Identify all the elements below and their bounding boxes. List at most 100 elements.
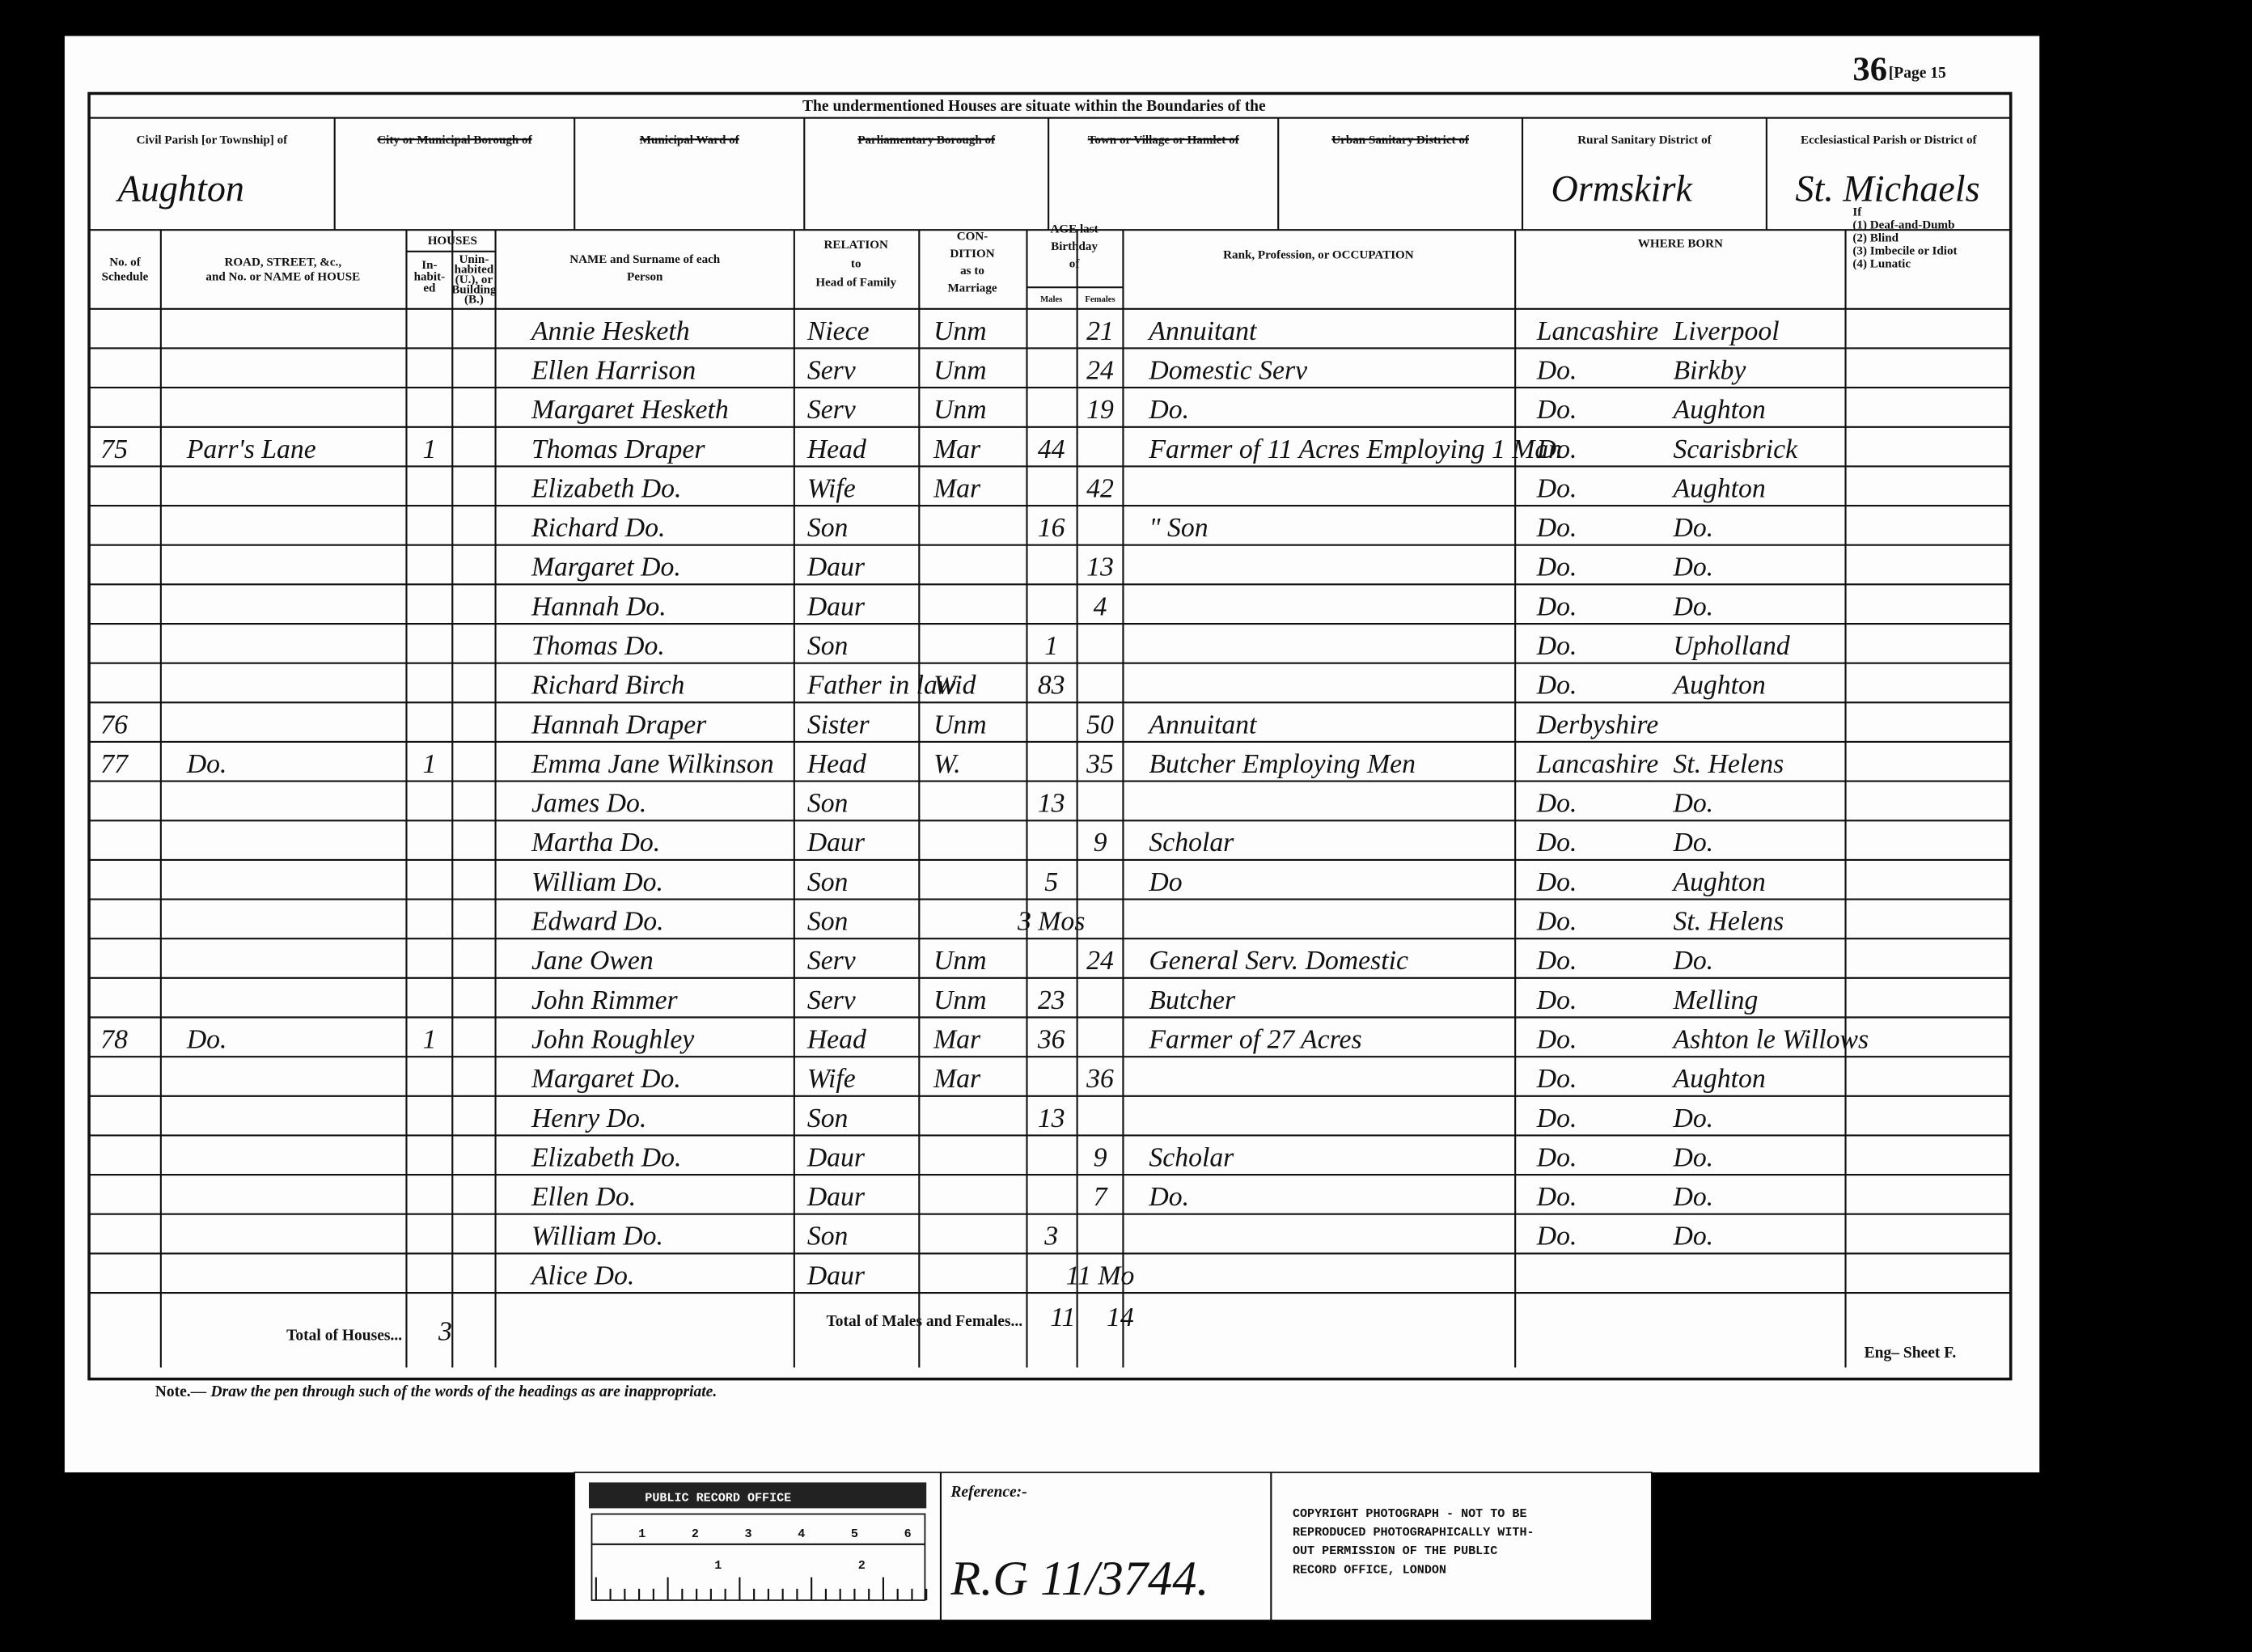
schedule-number: 76 (100, 710, 128, 739)
birth-county: Derbyshire (1536, 710, 1658, 739)
column-heading: Schedule (102, 270, 149, 283)
note: Draw the pen through such of the words o… (210, 1383, 718, 1400)
birth-place: Melling (1672, 985, 1758, 1015)
person-name: Hannah Do. (531, 591, 667, 621)
location-label: Civil Parish [or Township] of (137, 134, 289, 147)
page-number: 36 (1852, 51, 1887, 89)
relation: Son (807, 631, 849, 661)
birth-place: Aughton (1671, 473, 1765, 503)
age-female: 9 (1094, 828, 1107, 858)
birth-county: Do. (1536, 1024, 1577, 1054)
column-heading: ed (423, 282, 436, 295)
column-heading: ROAD, STREET, &c., (224, 256, 341, 269)
birth-place: Do. (1672, 591, 1713, 621)
road: Do. (186, 1024, 227, 1054)
column-heading: habit- (414, 270, 446, 283)
ruler (591, 1513, 926, 1601)
totals-value: 3 (438, 1317, 452, 1347)
relation: Niece (806, 316, 870, 346)
reference: R.G 11/3744. (950, 1552, 1209, 1606)
column-heading: RELATION (824, 239, 888, 252)
occupation: Scholar (1149, 1142, 1234, 1172)
relation: Daur (806, 1142, 866, 1172)
sheet (64, 36, 2040, 1472)
relation: Serv (807, 946, 856, 976)
condition: Mar (933, 473, 981, 503)
location-value: Aughton (116, 168, 244, 210)
condition: Mar (933, 1024, 981, 1054)
condition: Unm (933, 710, 987, 739)
age-male: 44 (1038, 434, 1065, 464)
ruler-number: 6 (904, 1527, 912, 1541)
location-label: Town or Village or Hamlet of (1088, 134, 1240, 147)
schedule-number: 78 (100, 1024, 128, 1054)
birth-place: Liverpool (1672, 316, 1779, 346)
column-heading: Females (1085, 295, 1115, 304)
location-label: Ecclesiastical Parish or District of (1801, 134, 1977, 147)
birth-place: Do. (1672, 789, 1713, 819)
occupation: Domestic Serv (1148, 355, 1307, 385)
birth-place: Do. (1672, 1182, 1713, 1212)
title: The undermentioned Houses are situate wi… (802, 98, 1266, 115)
column-heading: (2) Blind (1852, 231, 1899, 244)
occupation: Butcher Employing Men (1149, 749, 1416, 779)
condition: W. (933, 749, 960, 779)
relation: Wife (807, 473, 856, 503)
birth-place: Do. (1672, 1103, 1713, 1133)
copyright: RECORD OFFICE, LONDON (1293, 1562, 1446, 1577)
age-female: 4 (1094, 591, 1107, 621)
birth-county: Do. (1536, 631, 1577, 661)
condition: Mar (933, 1064, 981, 1094)
birth-place: Do. (1672, 946, 1713, 976)
ruler-number: 2 (692, 1527, 699, 1541)
ruler-number: 5 (851, 1527, 858, 1541)
relation: Wife (807, 1064, 856, 1094)
ruler-number: 1 (638, 1527, 646, 1541)
person-name: Margaret Do. (531, 1064, 681, 1094)
occupation: Do. (1148, 395, 1189, 425)
birth-place: Do. (1672, 1142, 1713, 1172)
column-heading: (1) Deaf-and-Dumb (1852, 218, 1954, 231)
person-name: Richard Do. (531, 513, 665, 543)
condition: Unm (933, 316, 987, 346)
relation: Son (807, 789, 849, 819)
relation: Daur (806, 828, 866, 858)
occupation: " Son (1149, 513, 1208, 543)
copyright: COPYRIGHT PHOTOGRAPH - NOT TO BE (1293, 1506, 1527, 1521)
column-heading: Birthday (1051, 240, 1098, 253)
birth-place: Do. (1672, 553, 1713, 582)
column-heading: habited (455, 263, 494, 276)
person-name: Elizabeth Do. (531, 473, 681, 503)
occupation: Annuitant (1147, 316, 1258, 346)
schedule-number: 77 (100, 749, 129, 779)
person-name: Margaret Do. (531, 553, 681, 582)
birth-place: Upholland (1673, 631, 1789, 661)
relation: Serv (807, 355, 856, 385)
column-heading: No. of (109, 256, 142, 269)
birth-place: Do. (1672, 828, 1713, 858)
person-name: John Roughley (531, 1024, 694, 1054)
stamp-office: PUBLIC RECORD OFFICE (645, 1490, 791, 1505)
column-heading: Rank, Profession, or OCCUPATION (1223, 249, 1414, 262)
ruler-number: 3 (745, 1527, 752, 1541)
relation: Daur (806, 553, 866, 582)
location-value: Ormskirk (1551, 168, 1694, 210)
age-male: 5 (1044, 867, 1058, 897)
relation: Son (807, 1103, 849, 1133)
occupation: Farmer of 27 Acres (1148, 1024, 1361, 1054)
inhabited: 1 (422, 434, 436, 464)
age-male: 1 (1044, 631, 1058, 661)
relation: Serv (807, 985, 856, 1015)
age-male: 36 (1037, 1024, 1065, 1054)
column-heading: (4) Lunatic (1852, 257, 1911, 270)
location-label: Urban Sanitary District of (1331, 134, 1470, 147)
column-heading: HOUSES (428, 235, 477, 248)
birth-place: Scarisbrick (1673, 434, 1798, 464)
column-heading: Building (451, 283, 497, 296)
person-name: William Do. (531, 867, 663, 897)
copyright: OUT PERMISSION OF THE PUBLIC (1293, 1544, 1497, 1558)
relation: Son (807, 513, 849, 543)
person-name: Alice Do. (530, 1260, 634, 1290)
column-heading: (B.) (464, 294, 484, 307)
birth-county: Do. (1536, 1182, 1577, 1212)
